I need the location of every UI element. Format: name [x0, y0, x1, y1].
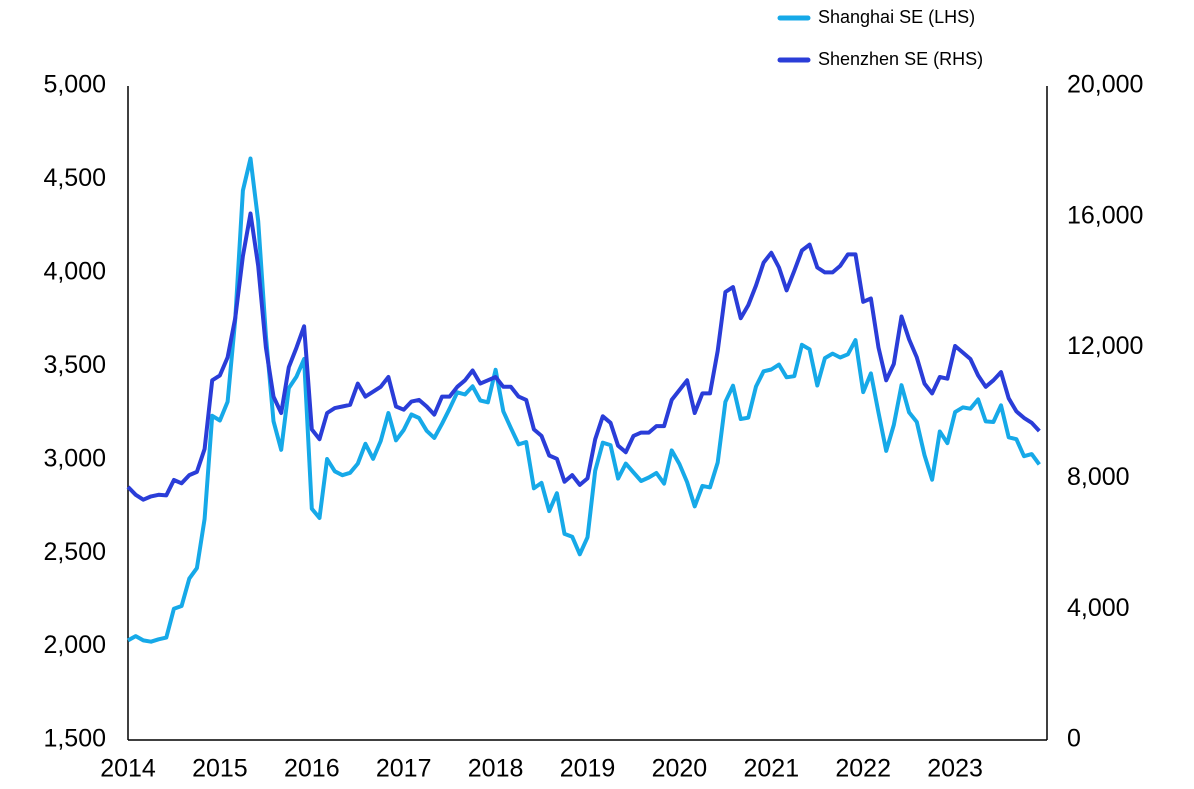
x-tick-label: 2019	[560, 755, 616, 783]
y2-tick-label: 8,000	[1067, 463, 1130, 491]
y-tick-label: 4,000	[43, 257, 106, 285]
y-tick-label: 3,000	[43, 444, 106, 472]
y-tick-label: 4,500	[43, 164, 106, 192]
y-tick-label: 1,500	[43, 725, 106, 753]
x-tick-label: 2022	[835, 755, 891, 783]
x-tick-label: 2021	[743, 755, 799, 783]
series-line	[127, 156, 1041, 644]
x-tick-label: 2016	[284, 755, 340, 783]
y-tick-label: 2,000	[43, 631, 106, 659]
y2-tick-label: 12,000	[1067, 332, 1143, 360]
y-tick-label: 3,500	[43, 351, 106, 379]
x-tick-label: 2017	[376, 755, 432, 783]
legend-label: Shanghai SE (LHS)	[818, 7, 975, 27]
x-tick-label: 2020	[652, 755, 708, 783]
y2-tick-label: 20,000	[1067, 71, 1143, 99]
y2-tick-label: 4,000	[1067, 594, 1130, 622]
x-tick-label: 2018	[468, 755, 524, 783]
y2-tick-label: 16,000	[1067, 201, 1143, 229]
y-tick-label: 2,500	[43, 538, 106, 566]
x-tick-label: 2015	[192, 755, 248, 783]
series-line	[126, 211, 1041, 502]
y2-tick-label: 0	[1067, 725, 1081, 753]
y-tick-label: 5,000	[43, 71, 106, 99]
x-tick-label: 2014	[100, 755, 156, 783]
legend-label: Shenzhen SE (RHS)	[818, 49, 983, 69]
x-tick-label: 2023	[927, 755, 983, 783]
